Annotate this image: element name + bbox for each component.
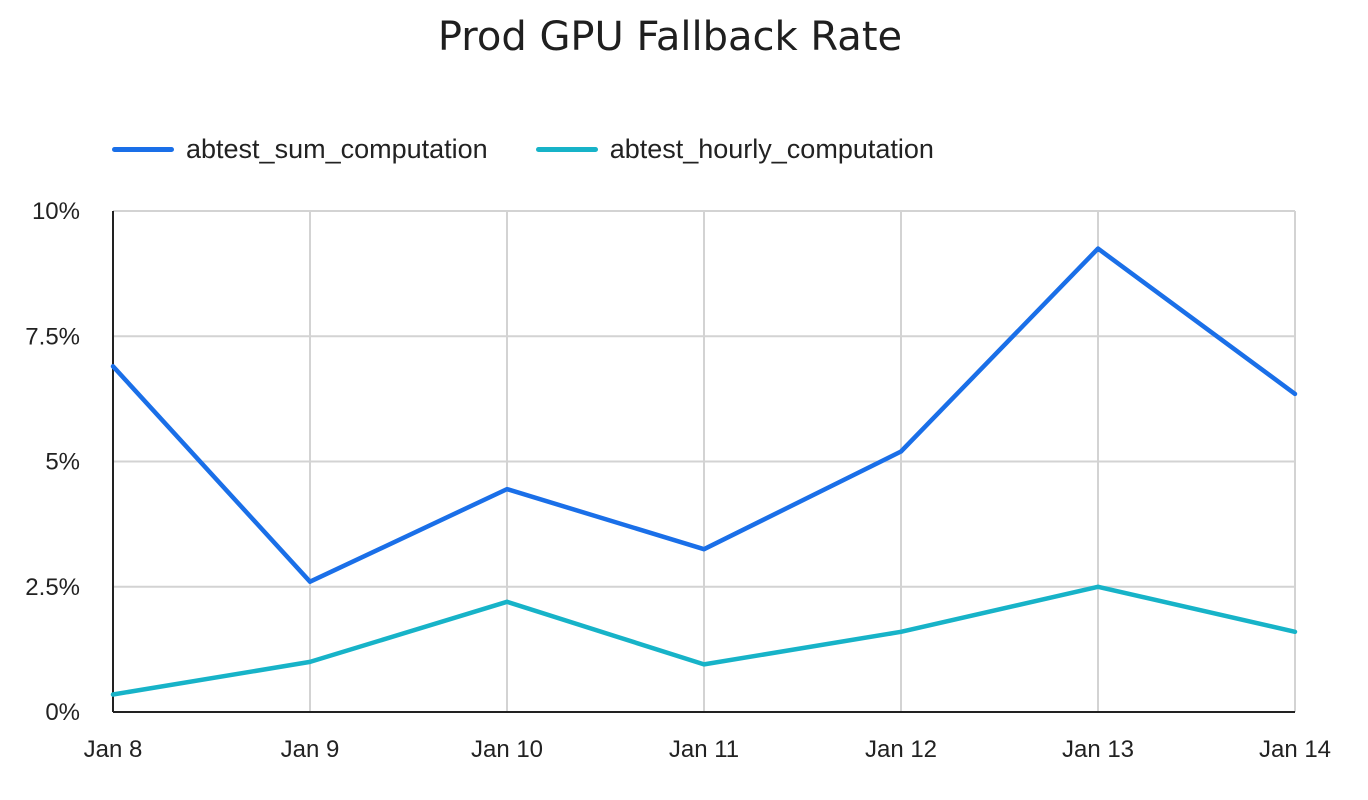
y-tick-label: 10% bbox=[32, 198, 80, 225]
x-tick-label: Jan 9 bbox=[281, 736, 340, 763]
chart-legend: abtest_sum_computation abtest_hourly_com… bbox=[112, 134, 982, 165]
x-tick-label: Jan 11 bbox=[669, 736, 739, 763]
series-line-sum bbox=[110, 246, 1298, 584]
y-tick-label: 2.5% bbox=[25, 574, 80, 601]
x-tick-label: Jan 13 bbox=[1062, 736, 1134, 763]
series-line-hourly bbox=[110, 584, 1298, 697]
legend-item-hourly: abtest_hourly_computation bbox=[535, 134, 934, 165]
x-tick-label: Jan 10 bbox=[471, 736, 543, 763]
y-tick-label: 7.5% bbox=[25, 323, 80, 350]
y-tick-label: 0% bbox=[45, 699, 80, 726]
legend-swatch-hourly bbox=[535, 147, 598, 152]
legend-label-hourly: abtest_hourly_computation bbox=[609, 134, 934, 164]
legend-item-sum: abtest_sum_computation bbox=[112, 134, 488, 165]
legend-swatch-sum bbox=[112, 147, 174, 152]
x-tick-label: Jan 8 bbox=[84, 736, 143, 763]
legend-label-sum: abtest_sum_computation bbox=[186, 134, 488, 164]
x-tick-label: Jan 14 bbox=[1259, 736, 1331, 763]
chart-title: Prod GPU Fallback Rate bbox=[437, 14, 903, 60]
y-tick-label: 5% bbox=[45, 449, 80, 476]
x-tick-label: Jan 12 bbox=[865, 736, 937, 763]
